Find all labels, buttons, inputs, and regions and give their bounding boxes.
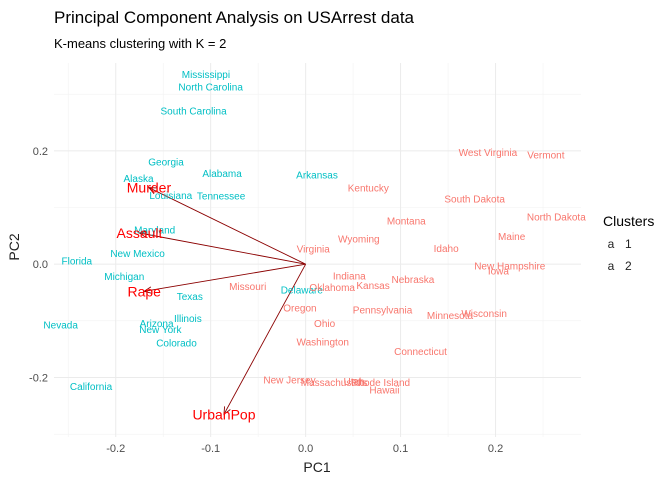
state-point-label: Oregon: [283, 303, 316, 314]
loading-labels: Murder Assault Rape UrbanPop: [116, 180, 255, 423]
x-tick-label: -0.1: [201, 443, 220, 455]
state-point-label: Georgia: [148, 158, 184, 169]
legend-key: a: [608, 237, 615, 251]
state-point-label: Virginia: [297, 244, 331, 255]
state-point-label: West Virginia: [459, 148, 518, 159]
loading-arrow-line: [144, 263, 306, 292]
loading-arrowhead: [143, 286, 153, 294]
state-point-label: Ohio: [314, 319, 336, 330]
state-point-label: New Hampshire: [474, 261, 546, 272]
state-point-label: Idaho: [434, 244, 459, 255]
state-point-label: Nevada: [43, 320, 78, 331]
x-axis-ticks: -0.2 -0.1 0.0 0.1 0.2: [106, 443, 503, 455]
state-point-label: Louisiana: [149, 191, 192, 202]
legend-title: Clusters: [603, 213, 654, 229]
y-tick-label: 0.2: [33, 146, 48, 158]
state-point-label: Iowa: [488, 266, 510, 277]
state-point-label: Massachusetts: [301, 378, 368, 389]
state-point-label: Kansas: [356, 281, 389, 292]
y-axis-label: PC2: [6, 233, 22, 260]
state-point-label: South Dakota: [444, 195, 505, 206]
state-point-label: Maine: [498, 232, 526, 243]
x-tick-label: 0.2: [488, 443, 503, 455]
loading-label: Rape: [127, 283, 161, 299]
state-point-label: New Mexico: [110, 249, 165, 260]
state-point-label: Maryland: [134, 226, 175, 237]
state-point-label: Indiana: [333, 272, 366, 283]
state-point-label: North Carolina: [178, 82, 243, 93]
loading-label: Assault: [116, 225, 162, 241]
state-point-label: Wisconsin: [461, 309, 507, 320]
state-point-label: Connecticut: [394, 347, 447, 358]
loading-arrow-line: [139, 232, 306, 265]
state-point-label: Wyoming: [338, 235, 380, 246]
loading-arrowhead: [223, 406, 231, 416]
state-point-label: Mississippi: [182, 70, 230, 81]
loading-arrow-line: [148, 187, 306, 265]
chart-subtitle: K-means clustering with K = 2: [54, 36, 226, 51]
x-tick-label: 0.1: [393, 443, 408, 455]
state-point-label: Michigan: [104, 272, 144, 283]
state-point-label: Colorado: [156, 338, 197, 349]
state-point-label: Arizona: [140, 319, 174, 330]
state-point-label: Vermont: [527, 150, 564, 161]
loading-arrow-line: [223, 263, 307, 415]
x-tick-label: -0.2: [106, 443, 125, 455]
state-point-label: New Jersey: [263, 375, 315, 386]
loading-arrowhead: [138, 230, 148, 238]
state-point-label: Pennsylvania: [353, 306, 413, 317]
state-point-label: Missouri: [229, 282, 266, 293]
state-point-label: Minnesota: [427, 311, 474, 322]
y-tick-label: 0.0: [33, 259, 48, 271]
y-tick-label: -0.2: [29, 373, 48, 385]
state-point-label: Montana: [387, 217, 426, 228]
state-point-label: Illinois: [174, 314, 202, 325]
state-point-label: Alabama: [202, 169, 242, 180]
state-point-label: Kentucky: [348, 184, 389, 195]
state-point-label: California: [70, 382, 113, 393]
x-tick-label: 0.0: [298, 443, 313, 455]
state-point-label: New York: [139, 325, 182, 336]
legend-label: 2: [625, 259, 632, 273]
loading-label: UrbanPop: [192, 406, 255, 422]
legend: Clusters a 1a 2: [603, 213, 654, 273]
state-point-label: Utah: [343, 377, 364, 388]
state-point-label: Hawaii: [369, 385, 399, 396]
loading-arrows: [138, 187, 307, 416]
state-point-label: Delaware: [281, 286, 324, 297]
state-point-label: Oklahoma: [309, 283, 355, 294]
state-point-label: North Dakota: [527, 213, 586, 224]
state-point-label: Alaska: [124, 174, 154, 185]
legend-key: a: [608, 259, 615, 273]
state-point-label: Rhode Island: [351, 378, 410, 389]
state-point-label: Texas: [177, 292, 203, 303]
grid: [54, 63, 581, 437]
chart-title: Principal Component Analysis on USArrest…: [54, 8, 415, 27]
state-point-label: Washington: [297, 337, 349, 348]
state-point-label: Tennessee: [197, 192, 246, 203]
state-point-label: Nebraska: [392, 275, 435, 286]
x-axis-label: PC1: [303, 459, 330, 475]
loading-arrowhead: [147, 187, 157, 195]
loading-label: Murder: [127, 180, 172, 196]
state-point-label: South Carolina: [161, 107, 228, 118]
state-point-label: Arkansas: [296, 171, 338, 182]
legend-label: 1: [625, 237, 632, 251]
state-point-label: Florida: [62, 256, 93, 267]
y-axis-ticks: -0.2 0.0 0.2: [29, 146, 48, 385]
